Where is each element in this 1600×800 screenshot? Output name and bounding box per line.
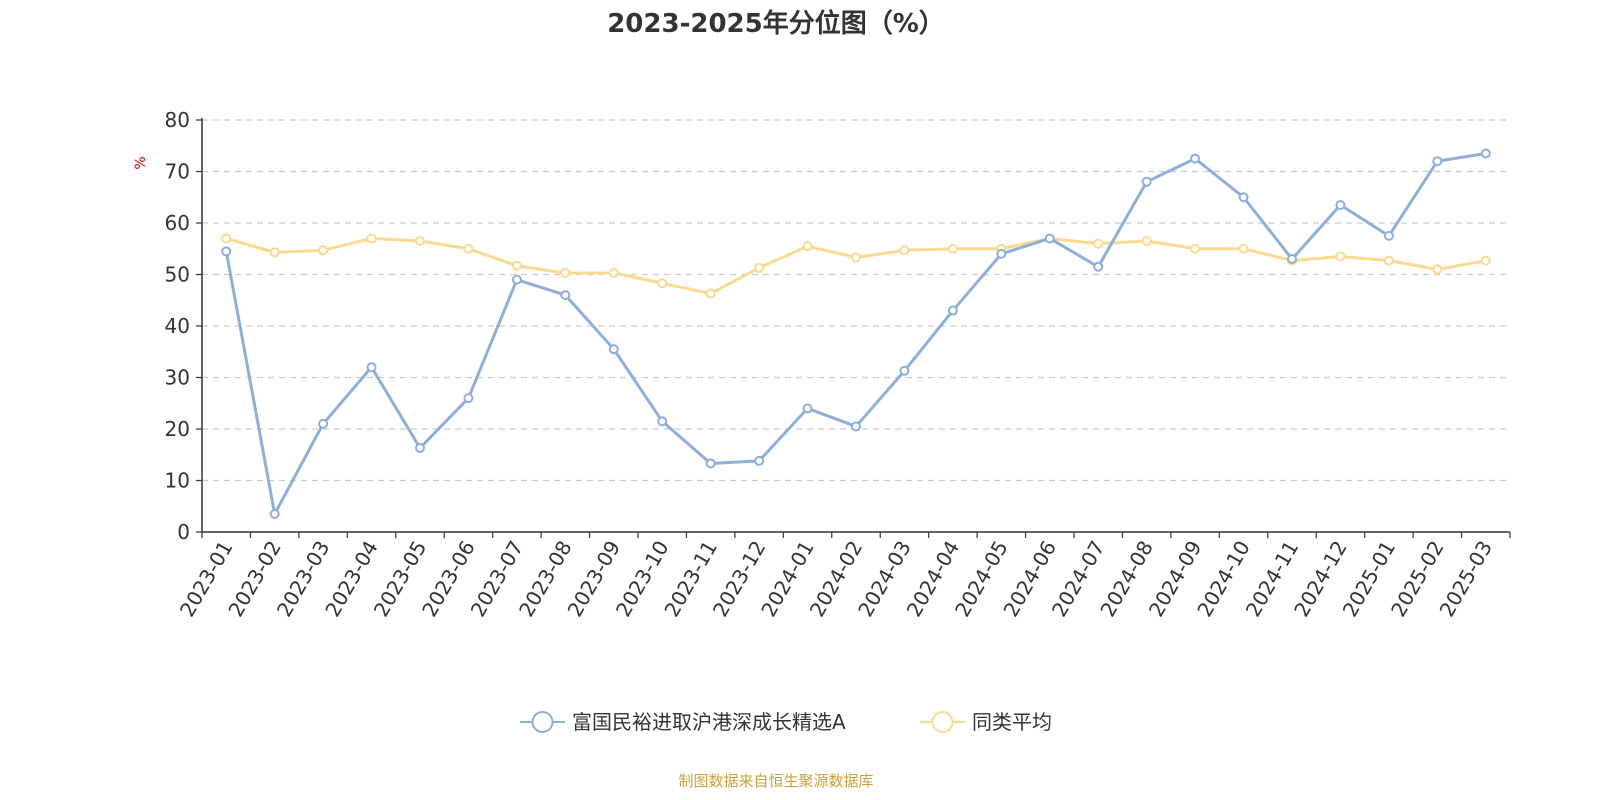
series-2-point[interactable] xyxy=(366,233,377,244)
series-2-point[interactable] xyxy=(802,241,813,252)
series-2-point[interactable] xyxy=(947,243,958,254)
series-1-point[interactable] xyxy=(657,416,668,427)
series-2-point[interactable] xyxy=(1432,264,1443,275)
series-1-point[interactable] xyxy=(705,458,716,469)
series-2-point[interactable] xyxy=(1238,243,1249,254)
series-1-point[interactable] xyxy=(899,365,910,376)
y-tick-label: 30 xyxy=(165,366,190,390)
source-note: 制图数据来自恒生聚源数据库 xyxy=(678,772,873,790)
y-tick-label: 40 xyxy=(165,314,190,338)
axes: 010203040506070802023-012023-022023-0320… xyxy=(165,108,1511,621)
series-2-line xyxy=(225,236,1487,296)
legend-label-series-2: 同类平均 xyxy=(972,710,1052,734)
series-1-point[interactable] xyxy=(318,418,329,429)
series-1-point[interactable] xyxy=(1093,261,1104,272)
series-1-point[interactable] xyxy=(1383,230,1394,241)
series-2-point[interactable] xyxy=(1190,243,1201,254)
series-1-point[interactable] xyxy=(608,344,619,355)
legend-marker-series-1 xyxy=(531,711,554,733)
series-1-point[interactable] xyxy=(947,305,958,316)
series-2-point[interactable] xyxy=(560,267,571,278)
series-1-point[interactable] xyxy=(851,421,861,432)
series-2-point[interactable] xyxy=(415,236,425,247)
series-2 xyxy=(221,233,1491,299)
series-1-point[interactable] xyxy=(1141,176,1152,187)
series-1-point[interactable] xyxy=(1335,199,1346,210)
series-2-point[interactable] xyxy=(318,245,329,256)
legend-item-series-2[interactable]: 同类平均 xyxy=(920,710,1052,734)
legend: 富国民裕进取沪港深成长精选A 同类平均 xyxy=(520,710,1052,734)
series-2-point[interactable] xyxy=(608,267,619,278)
y-axis-unit: % xyxy=(133,156,149,169)
y-tick-label: 10 xyxy=(165,469,190,493)
y-tick-label: 70 xyxy=(165,160,190,184)
y-tick-label: 20 xyxy=(165,417,190,441)
series-2-point[interactable] xyxy=(1141,236,1152,247)
y-tick-label: 50 xyxy=(165,263,190,287)
series-2-point[interactable] xyxy=(1335,251,1346,262)
series-1-line xyxy=(224,151,1487,516)
series-2-point[interactable] xyxy=(511,260,522,271)
series-2-point[interactable] xyxy=(1383,255,1394,266)
series-2-point[interactable] xyxy=(705,288,716,299)
series-2-point[interactable] xyxy=(463,243,474,254)
chart-title: 2023-2025年分位图（%） xyxy=(607,8,945,39)
series-2-point[interactable] xyxy=(1480,255,1491,266)
series-2-point[interactable] xyxy=(269,247,280,258)
series-1-point[interactable] xyxy=(463,393,474,404)
y-tick-label: 80 xyxy=(165,108,190,132)
series-1-point[interactable] xyxy=(1480,148,1491,159)
series-2-point[interactable] xyxy=(851,252,861,263)
series-1-point[interactable] xyxy=(221,246,232,257)
series-1-point[interactable] xyxy=(415,443,425,454)
y-tick-label: 60 xyxy=(165,211,190,235)
series-1-point[interactable] xyxy=(269,508,280,519)
series-1-point[interactable] xyxy=(1432,156,1443,167)
series-1-point[interactable] xyxy=(1190,153,1201,164)
series-1 xyxy=(221,148,1491,519)
series-2-point[interactable] xyxy=(899,245,910,256)
series-1-point[interactable] xyxy=(754,455,765,466)
series-1-point[interactable] xyxy=(802,403,813,414)
series-2-point[interactable] xyxy=(221,233,232,244)
series-1-point[interactable] xyxy=(1238,192,1249,203)
legend-label-series-1: 富国民裕进取沪港深成长精选A xyxy=(572,710,846,734)
series-1-point[interactable] xyxy=(1044,233,1055,244)
series-2-point[interactable] xyxy=(657,278,668,289)
y-tick-label: 0 xyxy=(177,520,190,544)
legend-item-series-1[interactable]: 富国民裕进取沪港深成长精选A xyxy=(520,710,846,734)
series-2-point[interactable] xyxy=(1093,238,1104,249)
series-2-point[interactable] xyxy=(754,262,765,273)
series-1-point[interactable] xyxy=(511,274,522,285)
series-1-point[interactable] xyxy=(996,248,1007,259)
series-1-point[interactable] xyxy=(366,362,377,373)
series-1-point[interactable] xyxy=(1287,254,1297,265)
series-lines xyxy=(221,148,1491,519)
series-1-point[interactable] xyxy=(560,290,571,301)
legend-marker-series-2 xyxy=(931,711,954,733)
